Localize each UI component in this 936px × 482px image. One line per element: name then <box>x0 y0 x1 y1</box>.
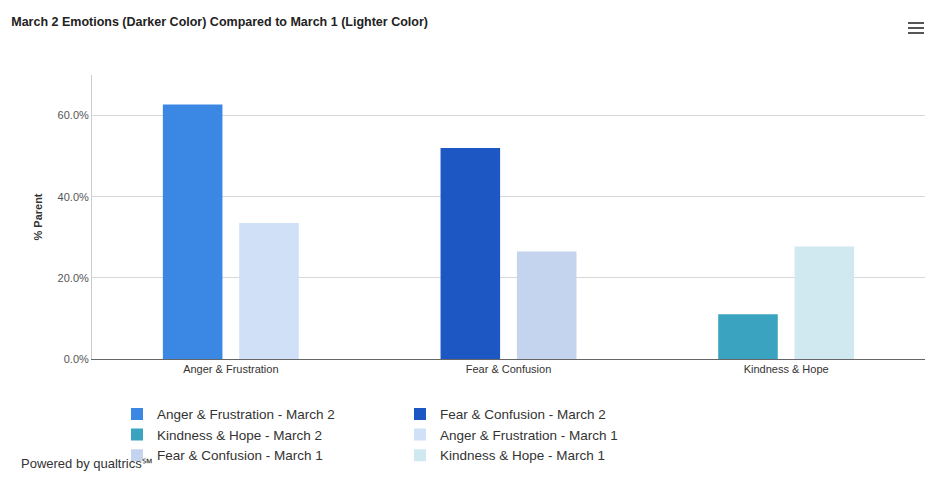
svg-text:Powered by qualtrics℠: Powered by qualtrics℠ <box>21 456 153 471</box>
svg-text:March 2 Emotions (Darker Color: March 2 Emotions (Darker Color) Compared… <box>11 15 428 29</box>
svg-text:Fear & Confusion - March 1: Fear & Confusion - March 1 <box>157 448 323 463</box>
svg-text:Kindness & Hope - March 1: Kindness & Hope - March 1 <box>440 448 605 463</box>
svg-text:60.0%: 60.0% <box>58 109 89 121</box>
svg-text:40.0%: 40.0% <box>58 191 89 203</box>
svg-text:Fear & Confusion - March 2: Fear & Confusion - March 2 <box>440 407 606 422</box>
svg-text:% Parent: % Parent <box>32 193 44 240</box>
svg-text:0.0%: 0.0% <box>64 353 89 365</box>
svg-text:Anger & Frustration: Anger & Frustration <box>183 363 278 375</box>
svg-text:20.0%: 20.0% <box>58 272 89 284</box>
svg-text:Anger & Frustration - March 2: Anger & Frustration - March 2 <box>157 407 335 422</box>
svg-text:Kindness & Hope: Kindness & Hope <box>744 363 829 375</box>
svg-text:Fear & Confusion: Fear & Confusion <box>466 363 552 375</box>
svg-text:Anger & Frustration - March 1: Anger & Frustration - March 1 <box>440 428 618 443</box>
svg-text:Kindness & Hope - March 2: Kindness & Hope - March 2 <box>157 428 322 443</box>
